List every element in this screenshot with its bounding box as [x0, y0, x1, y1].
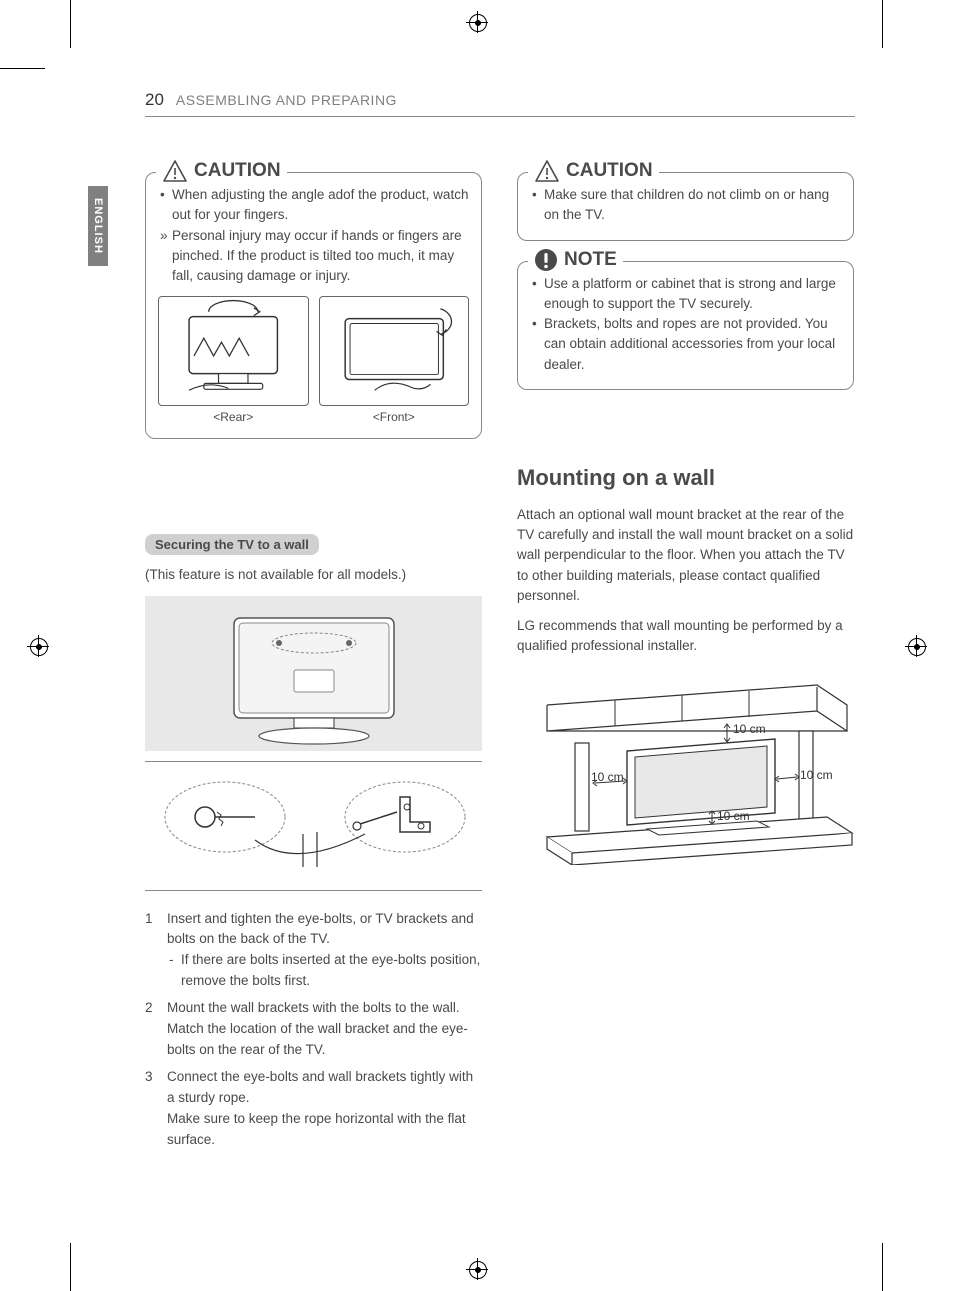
warning-triangle-icon — [534, 159, 560, 183]
registration-mark-icon — [469, 1261, 485, 1277]
dimension-label: 10 cm — [800, 768, 833, 782]
registration-mark-icon — [908, 638, 924, 654]
caution-title: CAUTION — [528, 159, 659, 183]
figure-label: <Rear> — [158, 410, 309, 424]
crop-mark — [70, 1243, 71, 1291]
securing-heading-pill: Securing the TV to a wall — [145, 534, 319, 555]
step-number: 1 — [145, 909, 167, 993]
tv-tilt-rear-figure — [158, 296, 309, 406]
step-1: 1 Insert and tighten the eye-bolts, or T… — [145, 909, 482, 993]
exclamation-circle-icon — [534, 248, 558, 272]
tv-rear-eyebolt-figure — [145, 596, 482, 751]
bullet-item: When adjusting the angle adof the produc… — [158, 185, 469, 226]
step-text: Connect the eye-bolts and wall brackets … — [167, 1067, 482, 1109]
note-label: NOTE — [564, 249, 617, 271]
language-tab: ENGLISH — [88, 186, 108, 266]
step-number: 3 — [145, 1067, 167, 1151]
bullet-item: Brackets, bolts and ropes are not provid… — [530, 314, 841, 375]
note-title: NOTE — [528, 248, 623, 272]
step-text: Match the location of the wall bracket a… — [167, 1019, 482, 1061]
two-column-layout: CAUTION When adjusting the angle adof th… — [145, 172, 855, 1157]
crop-mark — [0, 68, 45, 69]
bullet-sub-item: Personal injury may occur if hands or fi… — [158, 226, 469, 287]
eyebolt-bracket-figure — [145, 761, 482, 891]
crop-mark — [70, 0, 71, 48]
warning-triangle-icon — [162, 159, 188, 183]
dimension-label: 10 cm — [717, 809, 750, 823]
illustration-row: <Rear> <Front> — [158, 296, 469, 424]
left-column: CAUTION When adjusting the angle adof th… — [145, 172, 482, 1157]
figure-label: <Front> — [319, 410, 470, 424]
right-column: CAUTION Make sure that children do not c… — [517, 172, 854, 1157]
caution-list: Make sure that children do not climb on … — [530, 185, 841, 226]
caution-box-1: CAUTION When adjusting the angle adof th… — [145, 172, 482, 439]
securing-steps: 1 Insert and tighten the eye-bolts, or T… — [145, 909, 482, 1151]
tv-tilt-front-figure — [319, 296, 470, 406]
mounting-paragraph-2: LG recommends that wall mounting be perf… — [517, 616, 854, 657]
mounting-heading: Mounting on a wall — [517, 465, 854, 491]
note-list: Use a platform or cabinet that is strong… — [530, 274, 841, 375]
caution-label: CAUTION — [194, 160, 281, 182]
dimension-label: 10 cm — [733, 722, 766, 736]
mounting-paragraph-1: Attach an optional wall mount bracket at… — [517, 505, 854, 606]
crop-mark — [882, 1243, 883, 1291]
registration-mark-icon — [469, 14, 485, 30]
registration-mark-icon — [30, 638, 46, 654]
illustration-front: <Front> — [319, 296, 470, 424]
caution-list: When adjusting the angle adof the produc… — [158, 185, 469, 226]
step-number: 2 — [145, 998, 167, 1061]
step-body: Insert and tighten the eye-bolts, or TV … — [167, 909, 482, 993]
section-title: ASSEMBLING AND PREPARING — [176, 92, 397, 108]
page-number: 20 — [145, 90, 164, 110]
caution-title: CAUTION — [156, 159, 287, 183]
bullet-item: Make sure that children do not climb on … — [530, 185, 841, 226]
step-2: 2 Mount the wall brackets with the bolts… — [145, 998, 482, 1061]
page-header: 20 ASSEMBLING AND PREPARING — [145, 90, 855, 117]
illustration-rear: <Rear> — [158, 296, 309, 424]
step-text: Mount the wall brackets with the bolts t… — [167, 998, 482, 1019]
step-3: 3 Connect the eye-bolts and wall bracket… — [145, 1067, 482, 1151]
step-body: Mount the wall brackets with the bolts t… — [167, 998, 482, 1061]
wall-mount-clearance-figure: 10 cm 10 cm 10 cm 10 cm — [517, 675, 854, 865]
securing-note: (This feature is not available for all m… — [145, 565, 482, 585]
step-text: Make sure to keep the rope horizontal wi… — [167, 1109, 482, 1151]
caution-label: CAUTION — [566, 160, 653, 182]
page-content: 20 ASSEMBLING AND PREPARING CAUTION — [145, 90, 855, 1157]
step-sub-item: If there are bolts inserted at the eye-b… — [167, 950, 482, 992]
dimension-label: 10 cm — [591, 770, 624, 784]
caution-box-2: CAUTION Make sure that children do not c… — [517, 172, 854, 241]
step-text: Insert and tighten the eye-bolts, or TV … — [167, 909, 482, 951]
bullet-item: Use a platform or cabinet that is strong… — [530, 274, 841, 315]
note-box: NOTE Use a platform or cabinet that is s… — [517, 261, 854, 390]
crop-mark — [882, 0, 883, 48]
step-body: Connect the eye-bolts and wall brackets … — [167, 1067, 482, 1151]
